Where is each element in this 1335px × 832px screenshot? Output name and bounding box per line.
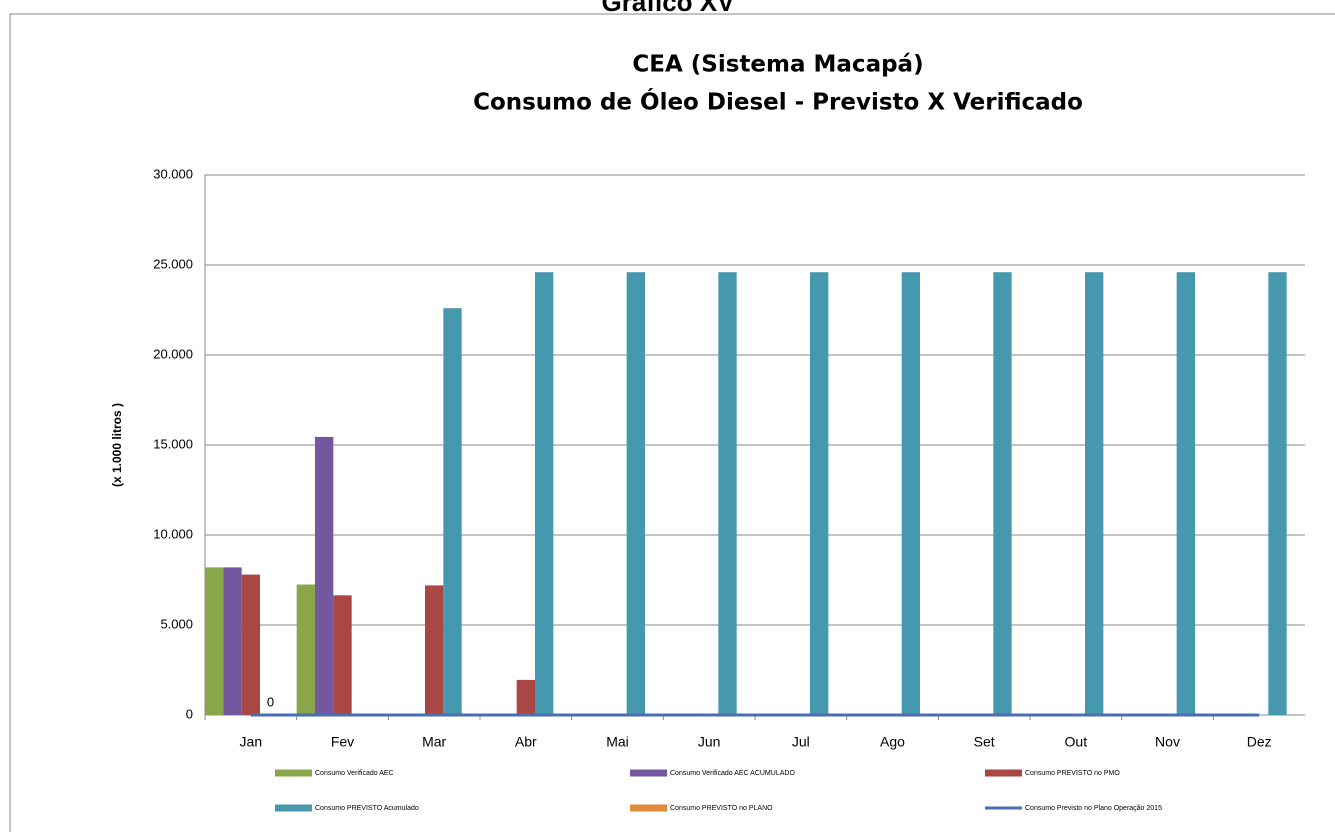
bar [626, 272, 645, 715]
legend-label: Consumo PREVISTO no PMO [1025, 770, 1120, 777]
x-tick-label: Jun [698, 734, 721, 750]
legend-label: Consumo Verificado AEC [315, 770, 394, 777]
y-tick-label: 20.000 [153, 346, 193, 361]
x-tick-label: Fev [331, 734, 354, 750]
x-tick-label: Jan [240, 734, 263, 750]
bar [901, 272, 920, 715]
legend-label: Consumo PREVISTO Acumulado [315, 805, 419, 812]
x-tick-label: Ago [880, 734, 905, 750]
bar [718, 272, 737, 715]
legend-label: Consumo Previsto no Plano Operação 2015 [1025, 805, 1162, 812]
bar [333, 595, 352, 715]
x-tick-label: Out [1065, 734, 1088, 750]
legend-swatch [275, 769, 312, 777]
x-tick-label: Mar [422, 734, 446, 750]
data-label: 0 [267, 694, 274, 709]
legend-label: Consumo Verificado AEC ACUMULADO [670, 770, 795, 777]
bar [315, 436, 334, 715]
bar [993, 272, 1012, 715]
y-tick-label: 30.000 [153, 166, 193, 181]
legend-swatch [630, 804, 667, 812]
bar [810, 272, 829, 715]
bar [425, 585, 444, 715]
bar [1268, 272, 1287, 715]
x-tick-label: Set [974, 734, 995, 750]
y-axis-label: (x 1.000 litros ) [110, 403, 124, 487]
x-tick-label: Mai [606, 734, 629, 750]
x-tick-label: Dez [1247, 734, 1272, 750]
bar [296, 584, 315, 715]
legend-label: Consumo PREVISTO no PLANO [670, 805, 773, 812]
legend-swatch [985, 769, 1022, 777]
x-tick-label: Nov [1155, 734, 1180, 750]
y-tick-label: 25.000 [153, 256, 193, 271]
chart-title: CEA (Sistema Macapá) [632, 52, 923, 78]
y-tick-label: 0 [186, 706, 193, 721]
legend-swatch [630, 769, 667, 777]
y-tick-label: 10.000 [153, 526, 193, 541]
bar [205, 567, 224, 715]
bar [535, 272, 554, 715]
bar [1085, 272, 1104, 715]
y-tick-label: 5.000 [160, 616, 193, 631]
bar [443, 308, 462, 715]
bar [516, 679, 535, 715]
bar [223, 567, 242, 715]
x-tick-label: Abr [515, 734, 537, 750]
chart-subtitle: Consumo de Óleo Diesel - Previsto X Veri… [473, 88, 1083, 116]
page-title: Gráfico XV [602, 0, 736, 17]
x-tick-label: Jul [792, 734, 810, 750]
legend-swatch [275, 804, 312, 812]
bar [1176, 272, 1195, 715]
y-tick-label: 15.000 [153, 436, 193, 451]
bar [241, 574, 260, 715]
